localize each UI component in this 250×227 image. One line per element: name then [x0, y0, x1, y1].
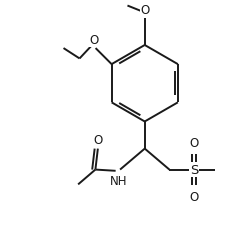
Text: O: O — [90, 34, 99, 47]
Text: NH: NH — [110, 174, 128, 187]
Text: O: O — [93, 133, 102, 146]
Text: O: O — [190, 136, 199, 149]
Text: O: O — [140, 4, 149, 17]
Text: S: S — [190, 163, 198, 176]
Text: O: O — [190, 190, 199, 203]
